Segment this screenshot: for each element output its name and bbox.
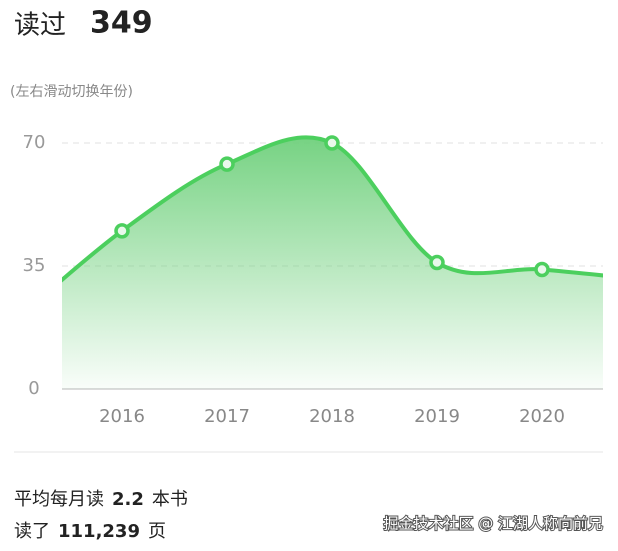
footer-prefix: 读了 bbox=[14, 521, 50, 542]
x-tick-label: 2016 bbox=[99, 406, 145, 427]
footer-line: 平均每月读 2.2 本书 bbox=[14, 489, 188, 510]
footer-suffix: 本书 bbox=[152, 489, 188, 510]
point bbox=[219, 156, 235, 172]
header-label: 读过 bbox=[14, 11, 66, 41]
footer-value: 2.2 bbox=[112, 489, 144, 510]
footer-suffix: 页 bbox=[148, 521, 166, 542]
area bbox=[62, 137, 603, 389]
y-tick-label: 0 bbox=[28, 378, 39, 399]
point bbox=[324, 135, 340, 151]
point bbox=[114, 223, 130, 239]
footer-value: 111,239 bbox=[58, 521, 140, 542]
x-tick-label: 2020 bbox=[519, 406, 565, 427]
point bbox=[534, 261, 550, 278]
x-tick-label: 2019 bbox=[414, 406, 460, 427]
x-tick-label: 2017 bbox=[204, 406, 250, 427]
watermark: 掘金技术社区 @ 江湖人称向前兄 bbox=[383, 515, 603, 533]
y-tick-label: 70 bbox=[23, 132, 46, 153]
footer-line: 读了 111,239 页 bbox=[14, 521, 166, 542]
hint: (左右滑动切换年份) bbox=[10, 83, 133, 100]
y-tick-label: 35 bbox=[23, 255, 46, 276]
point bbox=[429, 254, 445, 271]
x-tick-label: 2018 bbox=[309, 406, 355, 427]
plot-area bbox=[62, 135, 603, 389]
footer-prefix: 平均每月读 bbox=[14, 489, 104, 510]
header-count: 349 bbox=[90, 6, 153, 41]
